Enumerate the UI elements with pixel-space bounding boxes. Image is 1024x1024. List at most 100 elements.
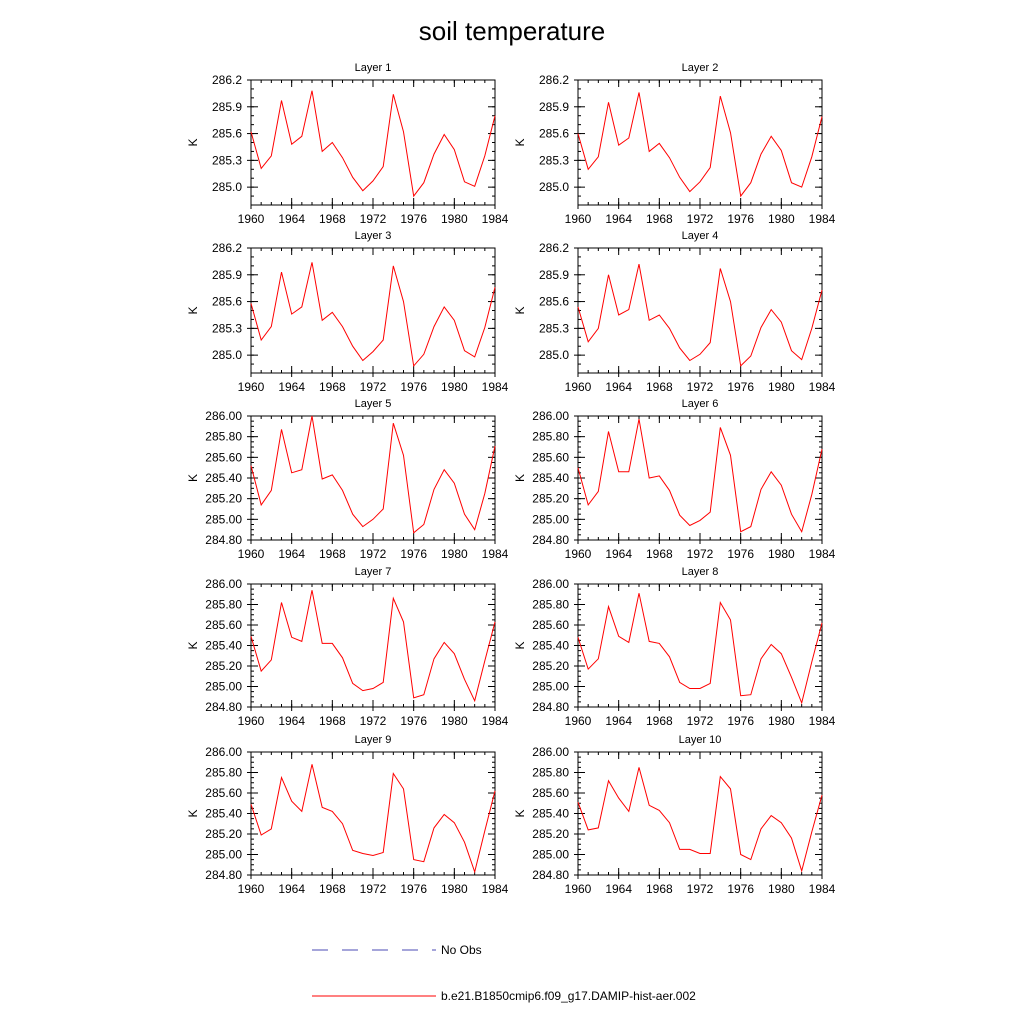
panel-5-y-tick-label: 285.60 [205, 450, 242, 464]
panel-2-x-tick-label: 1984 [809, 212, 836, 226]
panel-2-x-tick-label: 1980 [768, 212, 795, 226]
panel-10-y-tick-label: 284.80 [532, 868, 569, 882]
legend-entry-model: b.e21.B1850cmip6.f09_g17.DAMIP-hist-aer.… [312, 989, 696, 1003]
panel-grid: Layer 1 K 1960 1964 1968 1972 1976 1980 1984 285.… [186, 62, 836, 896]
panel-6-x-tick-label: 1960 [565, 547, 592, 561]
panel-9-series-line [250, 764, 496, 874]
panel-10-y-tick-label: 285.80 [532, 766, 569, 780]
panel-1-y-tick-label: 285.9 [212, 100, 242, 114]
panel-4-title: Layer 4 [682, 230, 719, 242]
panel-10-y-tick-label: 285.40 [532, 807, 569, 821]
panel-6-x-tick-label: 1964 [605, 547, 632, 561]
panel-10-x-tick-label: 1972 [687, 882, 714, 896]
panel-6-y-tick-label: 285.40 [532, 471, 569, 485]
panel-2-frame [577, 79, 823, 206]
panel-1-x-tick-label: 1984 [482, 212, 509, 226]
panel-3-y-tick-label: 285.3 [212, 321, 242, 335]
panel-5-y-tick-label: 286.00 [205, 409, 242, 423]
panel-4-x-tick-label: 1980 [768, 380, 795, 394]
panel-3-y-tick-label: 285.6 [212, 295, 242, 309]
panel-1-y-tick-label: 286.2 [212, 73, 242, 87]
panel-9-y-tick-label: 285.40 [205, 807, 242, 821]
panel-7-y-tick-label: 285.60 [205, 618, 242, 632]
panel-8-ylabel: K [513, 641, 527, 649]
panel-10-x-tick-label: 1960 [565, 882, 592, 896]
panel-6-x-tick-label: 1980 [768, 547, 795, 561]
panel-7-y-tick-label: 284.80 [205, 700, 242, 714]
panel-3-title: Layer 3 [355, 230, 392, 242]
panel-7: Layer 7 K 1960 1964 1968 1972 1976 1980 1984 284.… [186, 566, 509, 728]
panel-9-frame [250, 751, 496, 876]
panel-8-x-tick-label: 1972 [687, 714, 714, 728]
panel-1-title: Layer 1 [355, 62, 392, 74]
panel-9-y-tick-label: 285.00 [205, 848, 242, 862]
panel-9-title: Layer 9 [355, 734, 392, 746]
panel-1-x-tick-label: 1976 [400, 212, 427, 226]
panel-2-y-tick-label: 285.6 [539, 127, 569, 141]
panel-5-title: Layer 5 [355, 398, 392, 410]
panel-8-y-tick-label: 285.20 [532, 659, 569, 673]
panel-10-x-tick-label: 1976 [727, 882, 754, 896]
panel-6-y-tick-label: 285.00 [532, 512, 569, 526]
panel-10-y-tick-label: 285.00 [532, 848, 569, 862]
panel-7-series-line [250, 590, 496, 703]
panel-7-x-tick-label: 1972 [360, 714, 387, 728]
panel-7-x-tick-label: 1960 [238, 714, 265, 728]
panel-2-y-tick-label: 285.3 [539, 153, 569, 167]
panel-5-y-tick-label: 285.80 [205, 430, 242, 444]
panel-8-y-tick-label: 285.00 [532, 680, 569, 694]
panel-5-x-tick-label: 1960 [238, 547, 265, 561]
panel-9-x-tick-label: 1980 [441, 882, 468, 896]
panel-8-y-tick-label: 284.80 [532, 700, 569, 714]
panel-3-y-tick-label: 285.9 [212, 268, 242, 282]
panel-6-y-tick-label: 285.80 [532, 430, 569, 444]
panel-2-x-tick-label: 1976 [727, 212, 754, 226]
panel-3-x-tick-label: 1976 [400, 380, 427, 394]
panel-3-x-tick-label: 1964 [278, 380, 305, 394]
panel-8-x-tick-label: 1964 [605, 714, 632, 728]
panel-9-ylabel: K [186, 809, 200, 817]
panel-4-y-tick-label: 285.3 [539, 321, 569, 335]
panel-6-x-tick-label: 1976 [727, 547, 754, 561]
panel-8-y-tick-label: 285.40 [532, 639, 569, 653]
panel-5-series-line [250, 415, 496, 534]
panel-2-x-tick-label: 1968 [646, 212, 673, 226]
panel-1-x-tick-label: 1972 [360, 212, 387, 226]
panel-10-x-tick-label: 1964 [605, 882, 632, 896]
panel-9-x-tick-label: 1960 [238, 882, 265, 896]
panel-5-frame [250, 415, 496, 541]
panel-9-x-tick-label: 1972 [360, 882, 387, 896]
panel-8-y-tick-label: 285.80 [532, 598, 569, 612]
panel-4-x-tick-label: 1960 [565, 380, 592, 394]
panel-3-x-tick-label: 1980 [441, 380, 468, 394]
panel-5-x-tick-label: 1972 [360, 547, 387, 561]
panel-7-title: Layer 7 [355, 566, 392, 578]
panel-10: Layer 10 K 1960 1964 1968 1972 1976 1980 1984 284… [513, 734, 836, 896]
panel-8-x-tick-label: 1984 [809, 714, 836, 728]
panel-8-title: Layer 8 [682, 566, 719, 578]
panel-5-y-tick-label: 284.80 [205, 533, 242, 547]
panel-6-x-tick-label: 1984 [809, 547, 836, 561]
panel-5-y-tick-label: 285.40 [205, 471, 242, 485]
panel-7-x-tick-label: 1980 [441, 714, 468, 728]
panel-3-x-tick-label: 1960 [238, 380, 265, 394]
panel-5-x-tick-label: 1964 [278, 547, 305, 561]
panel-3-series-line [250, 262, 496, 368]
panel-4: Layer 4 K 1960 1964 1968 1972 1976 1980 1984 285.… [513, 230, 836, 394]
panel-9-y-tick-label: 284.80 [205, 868, 242, 882]
panel-6: Layer 6 K 1960 1964 1968 1972 1976 1980 1984 284.… [513, 398, 836, 561]
panel-6-y-tick-label: 284.80 [532, 533, 569, 547]
panel-9-x-tick-label: 1964 [278, 882, 305, 896]
panel-5-y-tick-label: 285.20 [205, 492, 242, 506]
panel-1-series-line [250, 90, 496, 198]
panel-3-frame [250, 247, 496, 374]
panel-7-y-tick-label: 285.80 [205, 598, 242, 612]
panel-2-series-line [577, 92, 823, 198]
panel-8-x-tick-label: 1960 [565, 714, 592, 728]
panel-1-x-tick-label: 1968 [319, 212, 346, 226]
panel-2-x-tick-label: 1960 [565, 212, 592, 226]
panel-10-y-tick-label: 285.20 [532, 827, 569, 841]
legend-label-no-obs: No Obs [441, 943, 482, 957]
panel-9-y-tick-label: 285.20 [205, 827, 242, 841]
